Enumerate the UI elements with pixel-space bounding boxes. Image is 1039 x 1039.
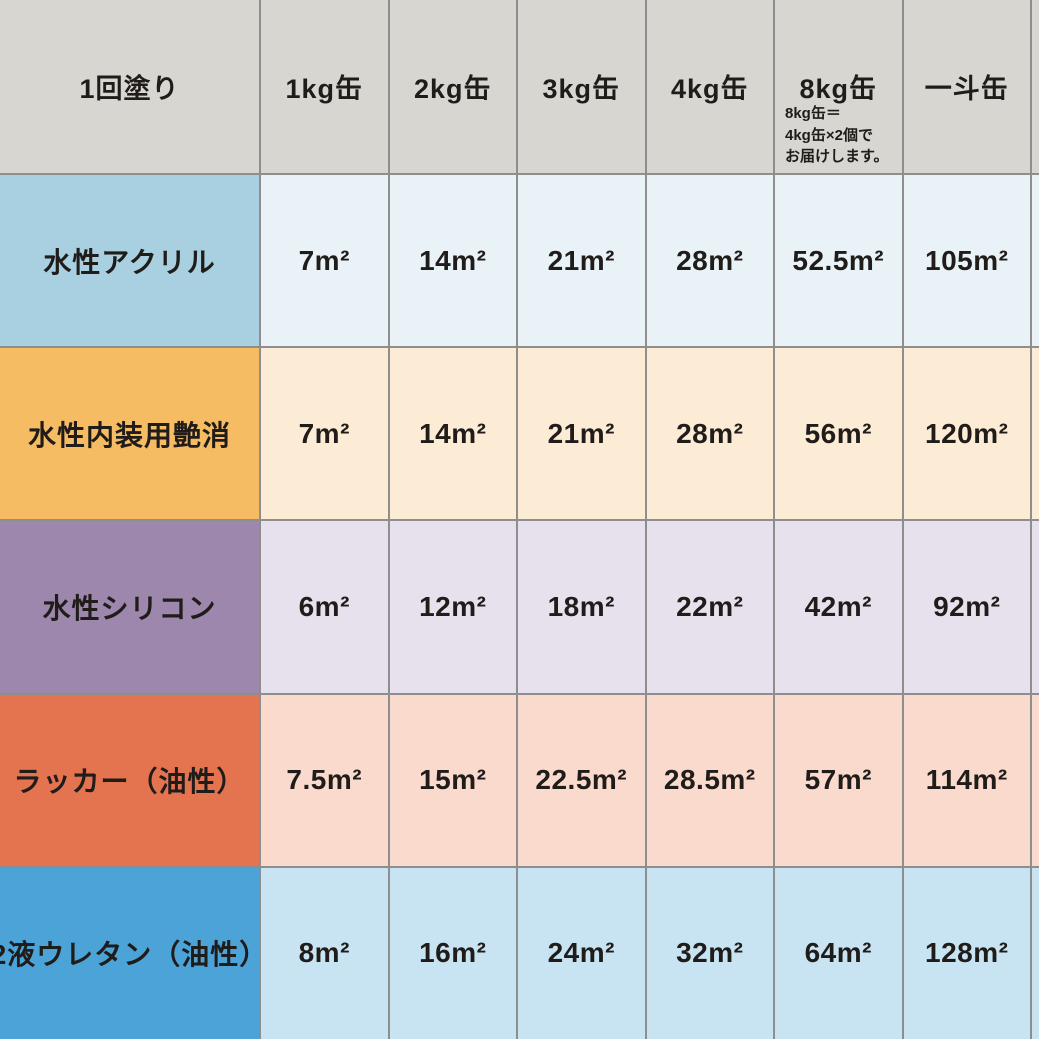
- header-edge-sliver: [1030, 0, 1039, 173]
- row-label-urethane-oil: 2液ウレタン（油性）: [0, 865, 259, 1039]
- row-label-lacquer-oil: ラッカー（油性）: [0, 692, 259, 866]
- coverage-urethane-3kg: 24m²: [516, 865, 645, 1039]
- coverage-lacquer-8kg: 57m²: [773, 692, 902, 866]
- row-edge-sliver: [1030, 865, 1039, 1039]
- 8kg-can-note-line2: 4kg缶×2個で: [785, 126, 873, 144]
- header-2kg-can: 2kg缶: [387, 0, 516, 173]
- row-edge-sliver: [1030, 346, 1039, 520]
- 8kg-can-note-line1: 8kg缶＝: [785, 104, 841, 122]
- header-18l-can: 一斗缶: [901, 0, 1030, 173]
- header-1kg-can: 1kg缶: [259, 0, 388, 173]
- coverage-water-acrylic-2kg: 14m²: [387, 173, 516, 347]
- coverage-silicone-1kg: 6m²: [259, 519, 388, 693]
- coverage-water-acrylic-3kg: 21m²: [516, 173, 645, 347]
- coverage-silicone-8kg: 42m²: [773, 519, 902, 693]
- header-3kg-can: 3kg缶: [516, 0, 645, 173]
- coverage-water-acrylic-8kg: 52.5m²: [773, 173, 902, 347]
- coverage-interior-matte-3kg: 21m²: [516, 346, 645, 520]
- coverage-urethane-2kg: 16m²: [387, 865, 516, 1039]
- coverage-lacquer-4kg: 28.5m²: [644, 692, 773, 866]
- coverage-urethane-8kg: 64m²: [773, 865, 902, 1039]
- coverage-interior-matte-18l: 120m²: [901, 346, 1030, 520]
- coverage-lacquer-3kg: 22.5m²: [516, 692, 645, 866]
- row-edge-sliver: [1030, 692, 1039, 866]
- coverage-interior-matte-8kg: 56m²: [773, 346, 902, 520]
- coverage-silicone-3kg: 18m²: [516, 519, 645, 693]
- row-label-water-silicone: 水性シリコン: [0, 519, 259, 693]
- coverage-lacquer-1kg: 7.5m²: [259, 692, 388, 866]
- coverage-water-acrylic-4kg: 28m²: [644, 173, 773, 347]
- coverage-interior-matte-2kg: 14m²: [387, 346, 516, 520]
- coverage-interior-matte-1kg: 7m²: [259, 346, 388, 520]
- coverage-water-acrylic-18l: 105m²: [901, 173, 1030, 347]
- coverage-lacquer-18l: 114m²: [901, 692, 1030, 866]
- header-8kg-can-label: 8kg缶: [799, 74, 878, 104]
- header-first-coat: 1回塗り: [0, 0, 259, 173]
- coverage-lacquer-2kg: 15m²: [387, 692, 516, 866]
- header-4kg-can: 4kg缶: [644, 0, 773, 173]
- header-8kg-can: 8kg缶 8kg缶＝ 4kg缶×2個で お届けします。: [773, 0, 902, 173]
- coverage-silicone-4kg: 22m²: [644, 519, 773, 693]
- row-label-water-acrylic: 水性アクリル: [0, 173, 259, 347]
- coverage-water-acrylic-1kg: 7m²: [259, 173, 388, 347]
- coverage-urethane-18l: 128m²: [901, 865, 1030, 1039]
- coverage-urethane-4kg: 32m²: [644, 865, 773, 1039]
- row-label-water-interior-matte: 水性内装用艶消: [0, 346, 259, 520]
- row-edge-sliver: [1030, 519, 1039, 693]
- row-edge-sliver: [1030, 173, 1039, 347]
- 8kg-can-note-line3: お届けします。: [785, 148, 889, 166]
- 8kg-can-note: 8kg缶＝ 4kg缶×2個で お届けします。: [785, 103, 889, 168]
- coverage-silicone-18l: 92m²: [901, 519, 1030, 693]
- coverage-urethane-1kg: 8m²: [259, 865, 388, 1039]
- coverage-silicone-2kg: 12m²: [387, 519, 516, 693]
- coverage-interior-matte-4kg: 28m²: [644, 346, 773, 520]
